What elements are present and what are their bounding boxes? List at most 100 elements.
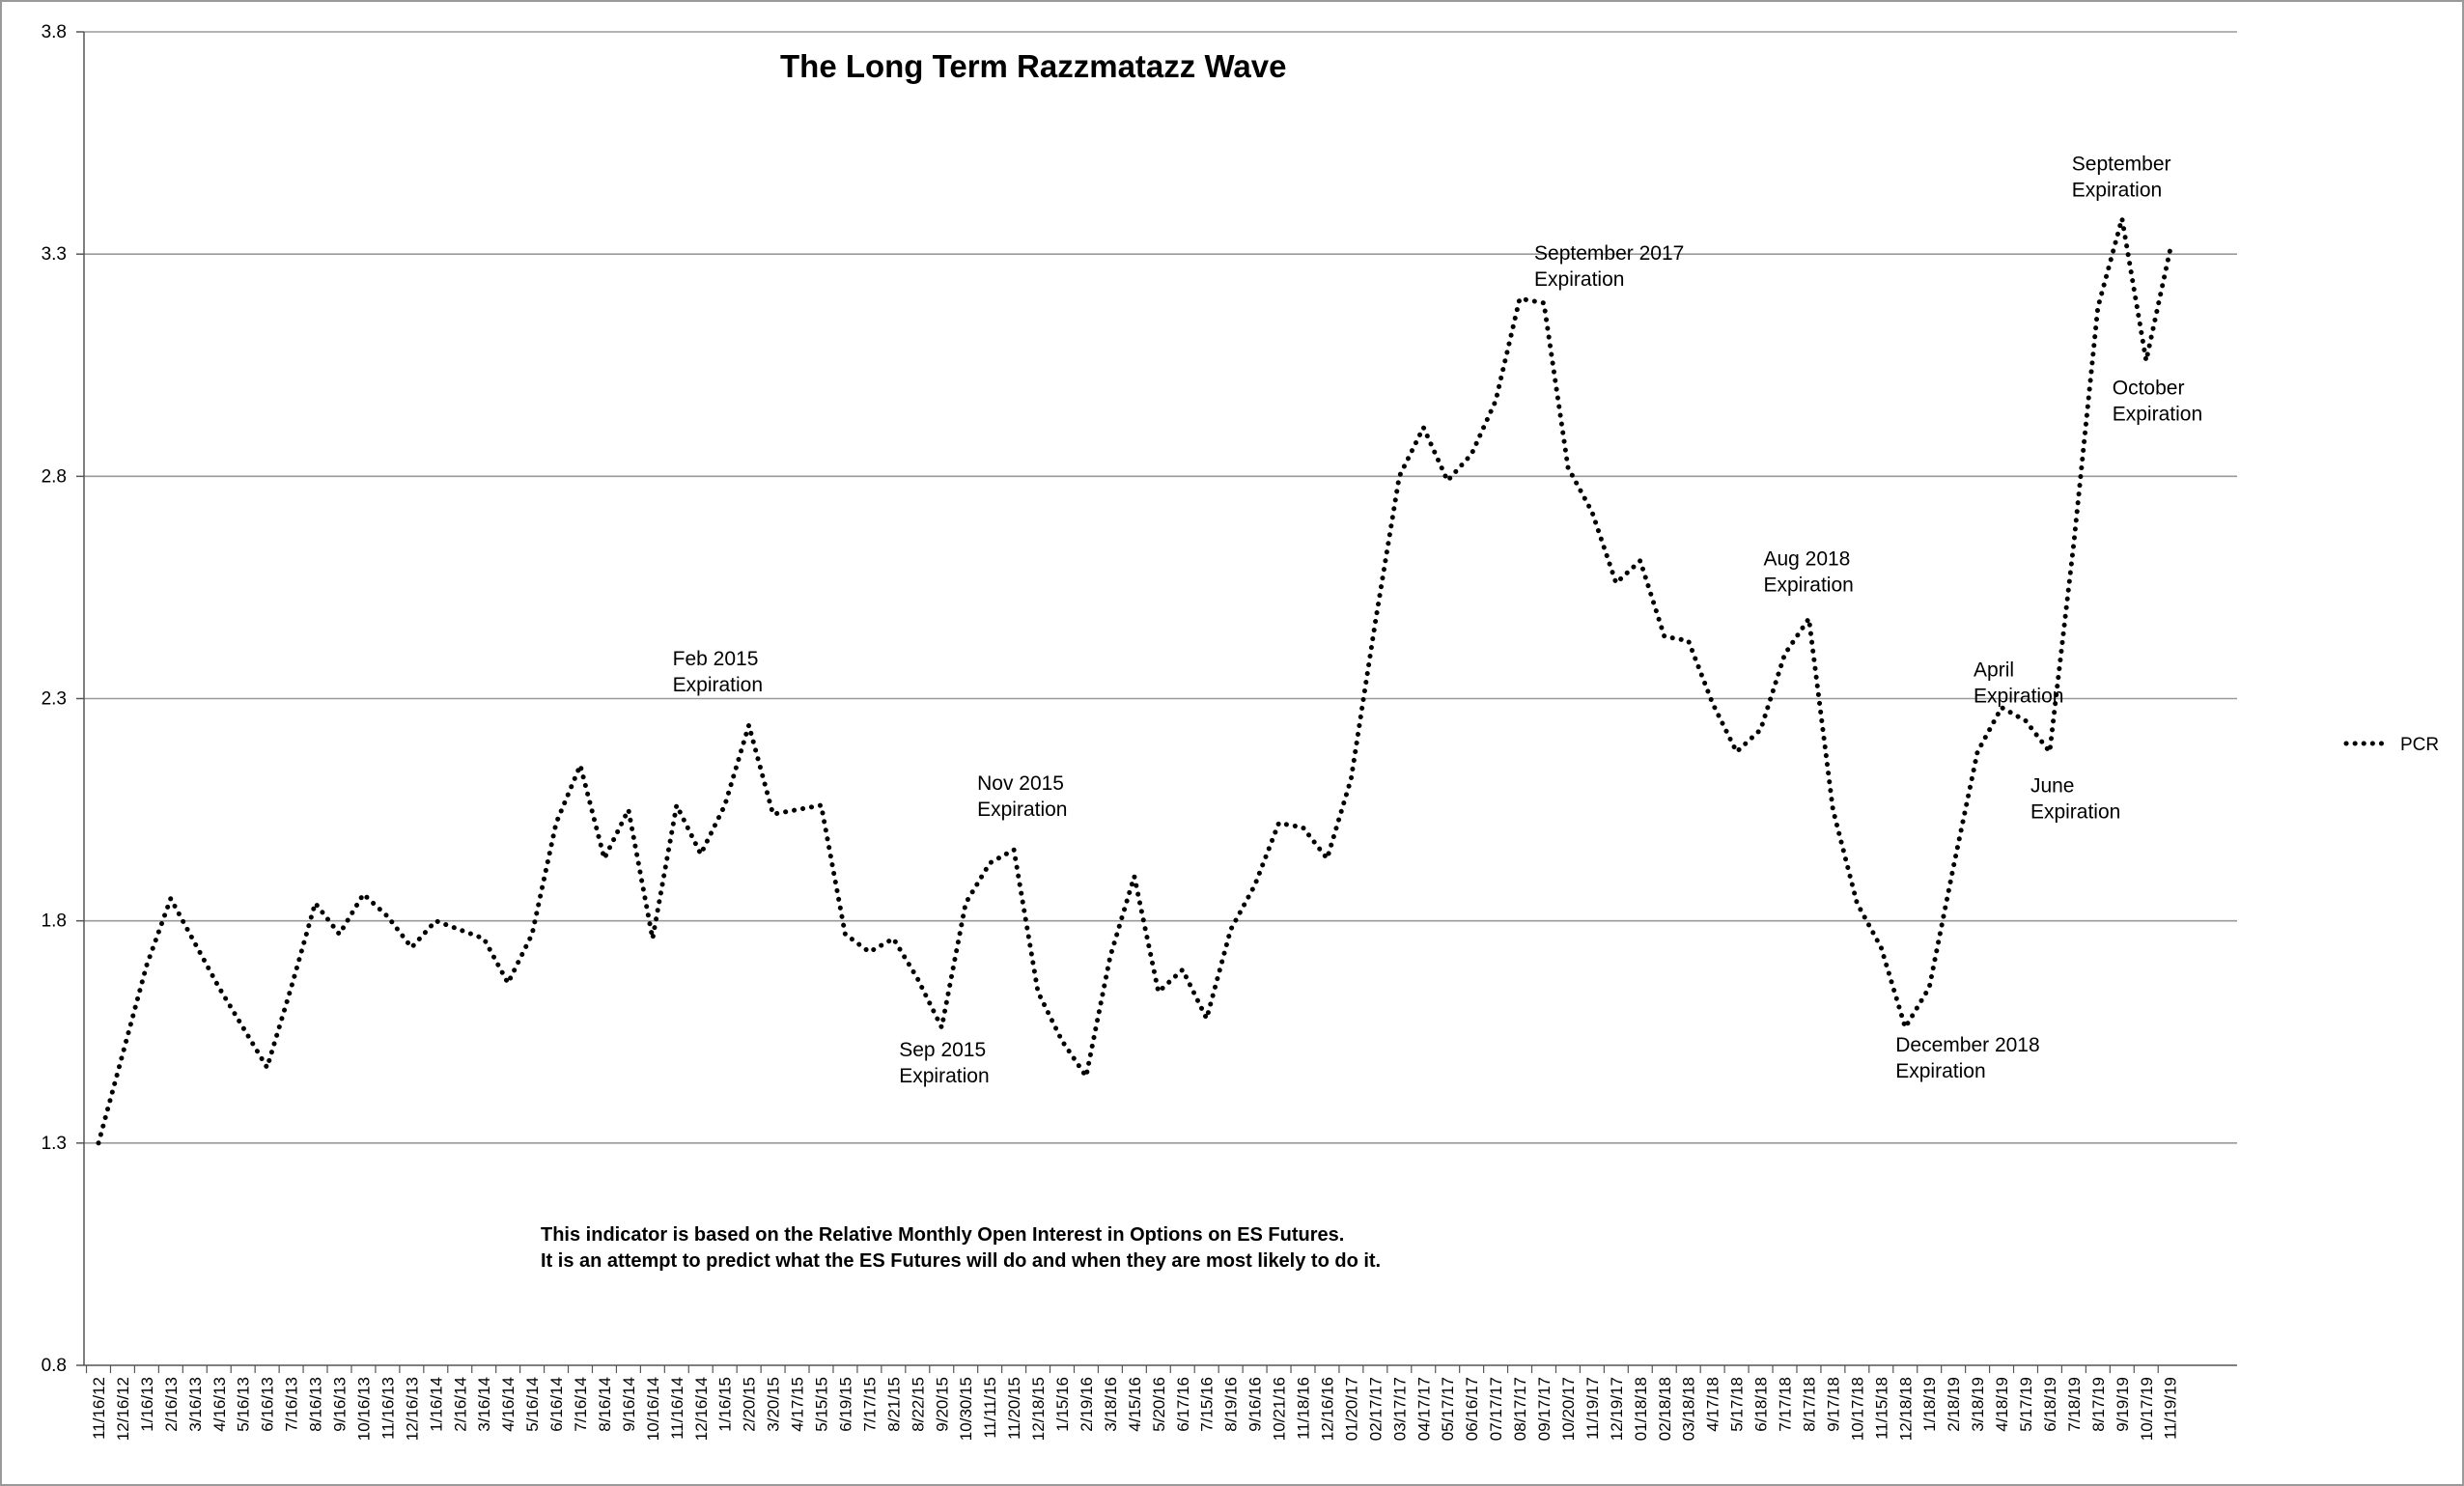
data-point xyxy=(2144,359,2148,363)
x-tick-label: 2/18/19 xyxy=(1945,1377,1963,1432)
x-tick-label: 5/20/16 xyxy=(1150,1377,1168,1432)
annotation-line-2: Expiration xyxy=(1974,686,2063,708)
annotation-line-1: Feb 2015 xyxy=(673,648,759,670)
x-tick-label: 7/17/15 xyxy=(860,1377,879,1432)
data-point xyxy=(747,723,751,727)
annotation-line-1: Sep 2015 xyxy=(899,1039,986,1061)
data-point xyxy=(169,897,173,901)
x-tick-label: 9/19/19 xyxy=(2114,1377,2132,1432)
annotation-line-2: Expiration xyxy=(673,674,763,696)
x-tick-label: 8/19/16 xyxy=(1222,1377,1241,1432)
annotation-line-2: Expiration xyxy=(1763,575,1853,597)
x-tick-label: 6/17/16 xyxy=(1174,1377,1192,1432)
x-tick-label: 4/17/15 xyxy=(789,1377,807,1432)
data-point xyxy=(1302,826,1305,829)
annotation-line-1: September 2017 xyxy=(1534,242,1684,265)
data-point xyxy=(2169,248,2172,252)
data-point xyxy=(1133,875,1136,879)
x-tick-label: 4/17/18 xyxy=(1704,1377,1722,1432)
data-point xyxy=(2048,750,2052,754)
x-tick-label: 02/18/18 xyxy=(1656,1377,1674,1441)
data-point xyxy=(458,928,462,932)
annotation-line-1: September xyxy=(2072,153,2171,175)
annotation-line-2: Expiration xyxy=(2030,801,2120,824)
data-point xyxy=(1397,474,1401,478)
x-tick-label: 10/21/16 xyxy=(1271,1377,1289,1441)
x-tick-label: 1/16/13 xyxy=(138,1377,156,1432)
x-tick-label: 11/16/14 xyxy=(668,1377,686,1440)
data-point xyxy=(2120,216,2124,220)
data-point xyxy=(867,950,871,954)
data-point xyxy=(1229,928,1233,932)
y-tick-label: 0.8 xyxy=(42,1356,67,1376)
x-tick-label: 07/17/17 xyxy=(1487,1377,1505,1441)
x-tick-label: 7/15/16 xyxy=(1198,1377,1217,1432)
data-point xyxy=(627,808,630,812)
data-point xyxy=(1951,865,1955,869)
data-point xyxy=(675,803,679,807)
x-tick-label: 1/18/19 xyxy=(1920,1377,1939,1432)
data-point xyxy=(361,892,365,896)
data-point xyxy=(1806,617,1810,621)
x-tick-label: 5/17/18 xyxy=(1728,1377,1747,1432)
data-point xyxy=(1927,986,1931,990)
annotation-line-2: Expiration xyxy=(2072,179,2162,201)
x-tick-label: 1/16/14 xyxy=(427,1377,445,1432)
x-tick-label: 11/19/19 xyxy=(2162,1377,2180,1440)
data-points xyxy=(97,216,2172,1144)
data-point xyxy=(2024,719,2028,723)
data-point xyxy=(723,803,727,807)
x-tick-label: 7/18/19 xyxy=(2065,1377,2084,1432)
data-point xyxy=(121,1052,125,1056)
x-tick-label: 02/17/17 xyxy=(1366,1377,1385,1441)
y-tick-labels: 0.8 1.3 1.8 2.3 2.8 3.3 3.8 xyxy=(42,22,67,1376)
x-tick-label: 2/16/13 xyxy=(162,1377,181,1432)
data-point xyxy=(1325,856,1329,860)
x-tick-label: 12/16/14 xyxy=(692,1377,711,1441)
y-tick-label: 1.8 xyxy=(42,911,67,932)
x-tick-label: 10/17/19 xyxy=(2138,1377,2156,1441)
x-tick-label: 8/16/14 xyxy=(596,1377,614,1432)
x-tick-label: 10/16/13 xyxy=(354,1377,373,1441)
data-point xyxy=(97,1141,100,1145)
legend-label-pcr: PCR xyxy=(2400,735,2439,755)
data-point xyxy=(1831,808,1834,812)
x-tick-label: 5/16/13 xyxy=(235,1377,253,1432)
data-point xyxy=(1349,776,1353,780)
data-point xyxy=(314,901,318,905)
data-point xyxy=(1879,945,1883,949)
data-point xyxy=(1494,399,1498,403)
data-point xyxy=(2096,305,2100,309)
data-point xyxy=(1614,581,1618,585)
x-tick-label: 09/17/17 xyxy=(1535,1377,1554,1441)
data-point xyxy=(266,1066,269,1070)
x-tick-label: 8/16/13 xyxy=(307,1377,325,1432)
data-point xyxy=(1663,634,1666,638)
data-point xyxy=(338,932,342,936)
data-point xyxy=(385,914,389,918)
x-tick-label: 7/17/18 xyxy=(1777,1377,1795,1432)
x-tick-label: 12/18/15 xyxy=(1029,1377,1048,1441)
x-tick-label: 3/18/16 xyxy=(1102,1377,1120,1432)
data-point xyxy=(145,964,149,967)
data-point xyxy=(409,945,413,949)
x-tick-label: 01/18/18 xyxy=(1632,1377,1650,1441)
x-tick-label: 9/16/13 xyxy=(331,1377,350,1432)
data-point xyxy=(651,937,655,940)
x-tick-label: 11/15/18 xyxy=(1872,1377,1890,1440)
y-tick-label: 2.3 xyxy=(42,689,67,710)
data-point xyxy=(434,919,437,923)
x-tick-label: 12/19/17 xyxy=(1608,1377,1626,1441)
x-tick-label: 11/19/17 xyxy=(1583,1377,1602,1440)
data-point xyxy=(1108,954,1112,958)
x-tick-label: 03/18/18 xyxy=(1680,1377,1698,1441)
annotation-line-1: Aug 2018 xyxy=(1763,548,1850,571)
data-point xyxy=(193,941,197,945)
data-point xyxy=(530,932,534,936)
annotation-line-1: December 2018 xyxy=(1895,1034,2039,1056)
data-point xyxy=(964,901,967,905)
data-point xyxy=(1975,750,1979,754)
chart-title: The Long Term Razzmatazz Wave xyxy=(780,48,1286,84)
legend: PCR xyxy=(2343,735,2439,755)
